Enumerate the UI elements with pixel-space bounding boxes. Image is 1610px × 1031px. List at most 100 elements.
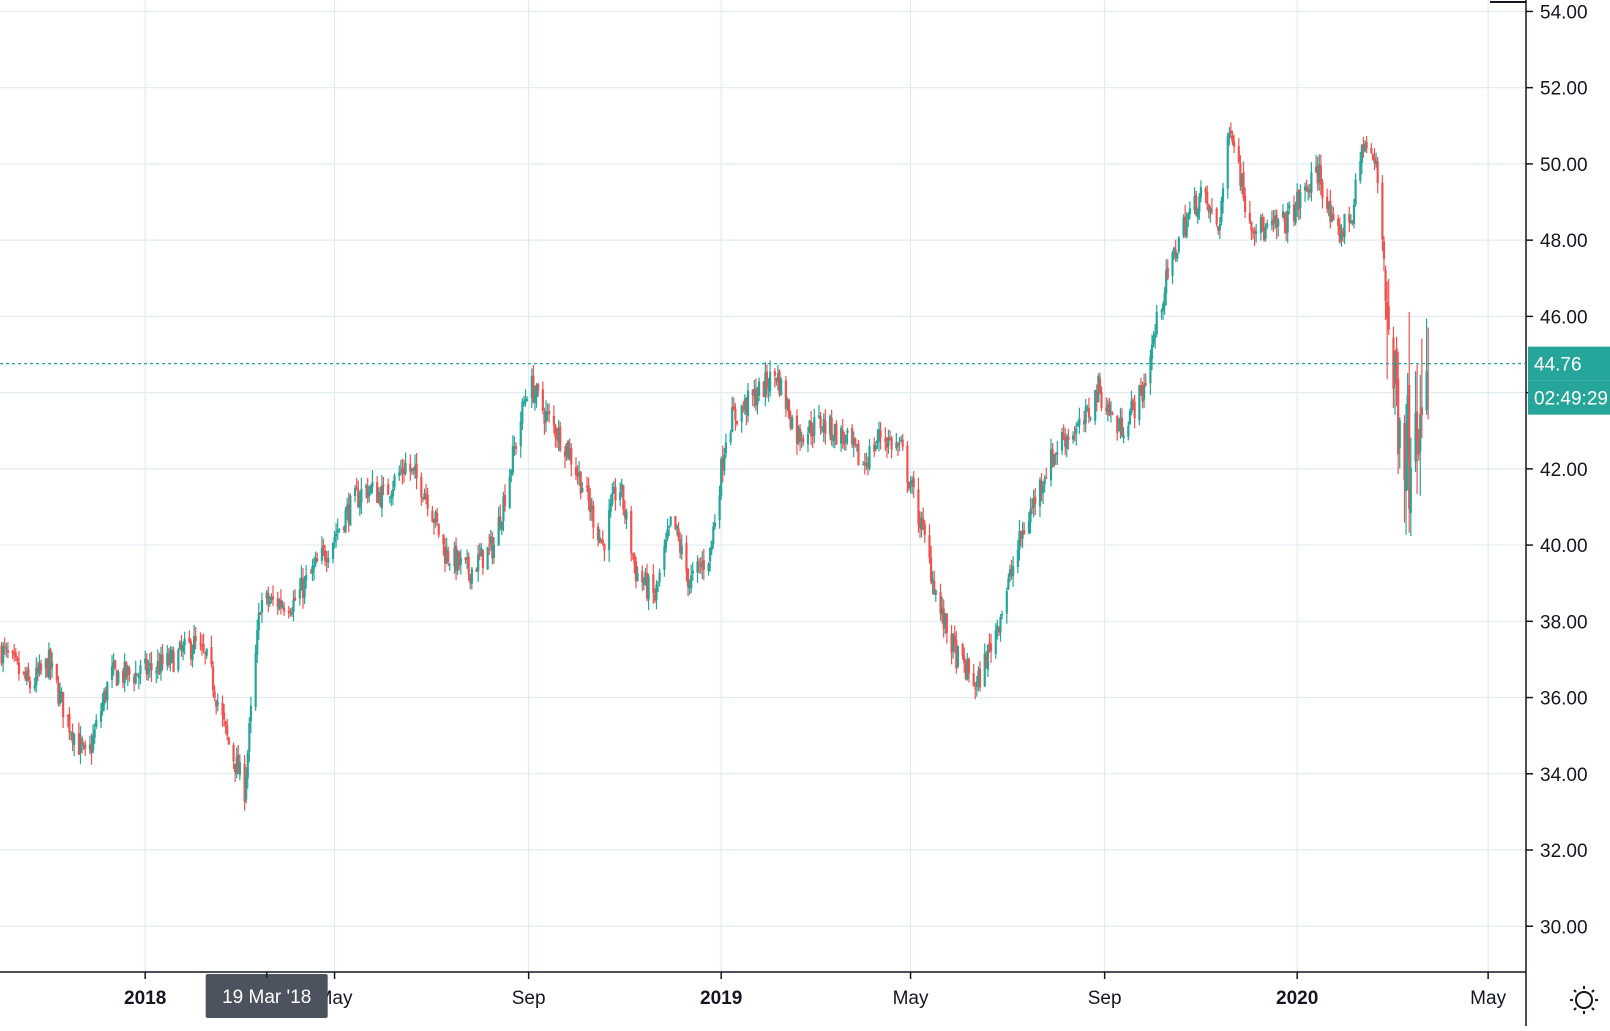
candle[interactable] <box>810 411 813 446</box>
candle[interactable] <box>887 429 890 454</box>
candle[interactable] <box>989 633 993 663</box>
candle[interactable] <box>1240 173 1244 195</box>
candle[interactable] <box>786 397 789 412</box>
candle[interactable] <box>1177 236 1180 254</box>
candle[interactable] <box>753 379 756 408</box>
candle[interactable] <box>1161 301 1165 320</box>
candle[interactable] <box>159 646 163 681</box>
candle[interactable] <box>145 653 148 681</box>
candle[interactable] <box>1253 226 1256 246</box>
candle[interactable] <box>778 369 781 398</box>
candle[interactable] <box>1217 226 1220 235</box>
candle[interactable] <box>933 570 936 595</box>
candle[interactable] <box>84 740 87 756</box>
candle[interactable] <box>294 589 297 602</box>
candle[interactable] <box>967 657 971 683</box>
candle[interactable] <box>365 483 368 499</box>
candle[interactable] <box>808 420 811 434</box>
candle[interactable] <box>28 676 32 694</box>
candle[interactable] <box>347 492 350 533</box>
candle[interactable] <box>1273 209 1277 230</box>
candle[interactable] <box>50 652 54 679</box>
candle[interactable] <box>46 657 49 678</box>
chart-settings-button[interactable] <box>1570 986 1598 1014</box>
candle[interactable] <box>630 506 633 562</box>
candle[interactable] <box>1204 186 1207 204</box>
candle[interactable] <box>555 427 559 448</box>
candle[interactable] <box>398 465 401 481</box>
candle[interactable] <box>557 419 560 452</box>
candle[interactable] <box>357 480 360 509</box>
candle[interactable] <box>1187 212 1190 228</box>
candle[interactable] <box>791 414 794 430</box>
candle[interactable] <box>1288 201 1291 215</box>
candle[interactable] <box>1218 216 1221 240</box>
candle[interactable] <box>907 481 911 492</box>
candle[interactable] <box>600 538 603 544</box>
candle[interactable] <box>939 583 942 621</box>
candle[interactable] <box>920 511 923 538</box>
candle[interactable] <box>742 401 745 413</box>
candle[interactable] <box>718 485 721 529</box>
candle[interactable] <box>193 624 196 654</box>
candle[interactable] <box>1005 587 1008 624</box>
candle[interactable] <box>415 453 418 490</box>
candle[interactable] <box>950 624 953 665</box>
candle[interactable] <box>524 389 527 407</box>
candle[interactable] <box>222 704 226 727</box>
candle[interactable] <box>259 611 262 615</box>
candle[interactable] <box>211 661 215 698</box>
candle[interactable] <box>909 476 912 494</box>
candle[interactable] <box>227 736 230 746</box>
candle[interactable] <box>1207 203 1210 219</box>
candle[interactable] <box>1067 429 1070 450</box>
candle[interactable] <box>301 568 305 609</box>
candle[interactable] <box>620 478 623 498</box>
candle[interactable] <box>1371 153 1375 161</box>
candle[interactable] <box>522 396 526 407</box>
candle[interactable] <box>1034 488 1037 516</box>
candle[interactable] <box>590 497 593 521</box>
candle[interactable] <box>1128 408 1132 426</box>
candle[interactable] <box>619 482 622 507</box>
candle[interactable] <box>822 413 825 442</box>
candle[interactable] <box>942 599 945 638</box>
candle[interactable] <box>360 477 363 515</box>
candle[interactable] <box>918 511 922 539</box>
candle[interactable] <box>612 481 615 495</box>
candle[interactable] <box>155 666 158 684</box>
candle[interactable] <box>1193 187 1196 215</box>
candle[interactable] <box>1387 279 1390 335</box>
candle[interactable] <box>1195 190 1198 217</box>
candle[interactable] <box>503 484 507 512</box>
candle[interactable] <box>1341 227 1345 243</box>
candle[interactable] <box>746 383 750 423</box>
candle[interactable] <box>855 444 858 452</box>
candle[interactable] <box>1171 250 1174 285</box>
candle[interactable] <box>854 437 857 448</box>
candle[interactable] <box>1308 183 1311 198</box>
candle[interactable] <box>170 646 174 664</box>
candle[interactable] <box>464 557 467 564</box>
candle[interactable] <box>402 459 406 483</box>
candle[interactable] <box>1303 182 1307 203</box>
candle[interactable] <box>751 388 754 407</box>
candle[interactable] <box>1239 155 1242 192</box>
candle[interactable] <box>58 682 62 707</box>
candle[interactable] <box>0 642 3 666</box>
candle[interactable] <box>975 676 978 697</box>
candle[interactable] <box>194 626 197 650</box>
candle[interactable] <box>1027 511 1031 535</box>
candle[interactable] <box>33 677 36 692</box>
candle[interactable] <box>467 552 470 581</box>
candle[interactable] <box>413 454 417 479</box>
candle[interactable] <box>377 487 380 504</box>
candle[interactable] <box>1106 399 1109 422</box>
candle[interactable] <box>44 657 47 679</box>
candle[interactable] <box>177 648 180 673</box>
candle[interactable] <box>666 518 669 542</box>
candle[interactable] <box>1095 384 1098 412</box>
candle[interactable] <box>603 543 606 562</box>
candle[interactable] <box>1363 140 1367 153</box>
candle[interactable] <box>668 525 671 537</box>
